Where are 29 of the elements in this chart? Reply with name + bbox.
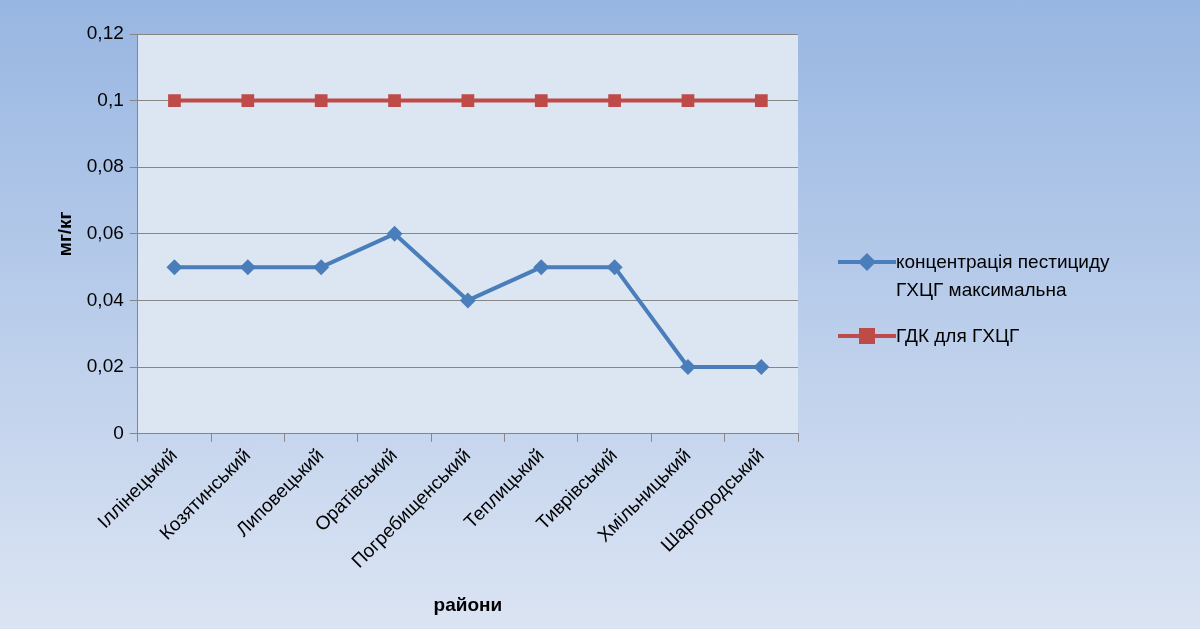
point: [461, 94, 475, 107]
point: [313, 259, 330, 276]
point: [386, 225, 403, 242]
point: [753, 359, 770, 376]
legend-label: концентрація пестициду ГХЦГ максимальна: [896, 250, 1111, 302]
point: [681, 94, 695, 107]
x-axis-title: райони: [433, 593, 503, 615]
point: [241, 94, 255, 107]
y-tick-label: 0,1: [97, 88, 124, 110]
point: [533, 259, 550, 276]
point: [388, 94, 401, 107]
point: [168, 94, 181, 107]
point: [754, 94, 768, 107]
point: [608, 94, 621, 107]
point: [166, 259, 183, 276]
point: [459, 292, 476, 309]
legend-label: ГДК для ГХЦГ: [896, 324, 1021, 348]
y-axis-title: мг/кг: [53, 211, 75, 257]
point: [606, 259, 623, 276]
y-tick-label: 0,04: [86, 288, 125, 310]
point: [239, 259, 256, 276]
y-tick-label: 0: [113, 421, 124, 443]
point: [534, 94, 548, 107]
point: [679, 359, 696, 376]
y-tick-label: 0,02: [86, 355, 124, 377]
point: [314, 94, 328, 107]
y-tick-label: 0,08: [86, 155, 124, 177]
y-tick-label: 0,12: [86, 22, 124, 44]
y-tick-label: 0,06: [86, 222, 124, 244]
